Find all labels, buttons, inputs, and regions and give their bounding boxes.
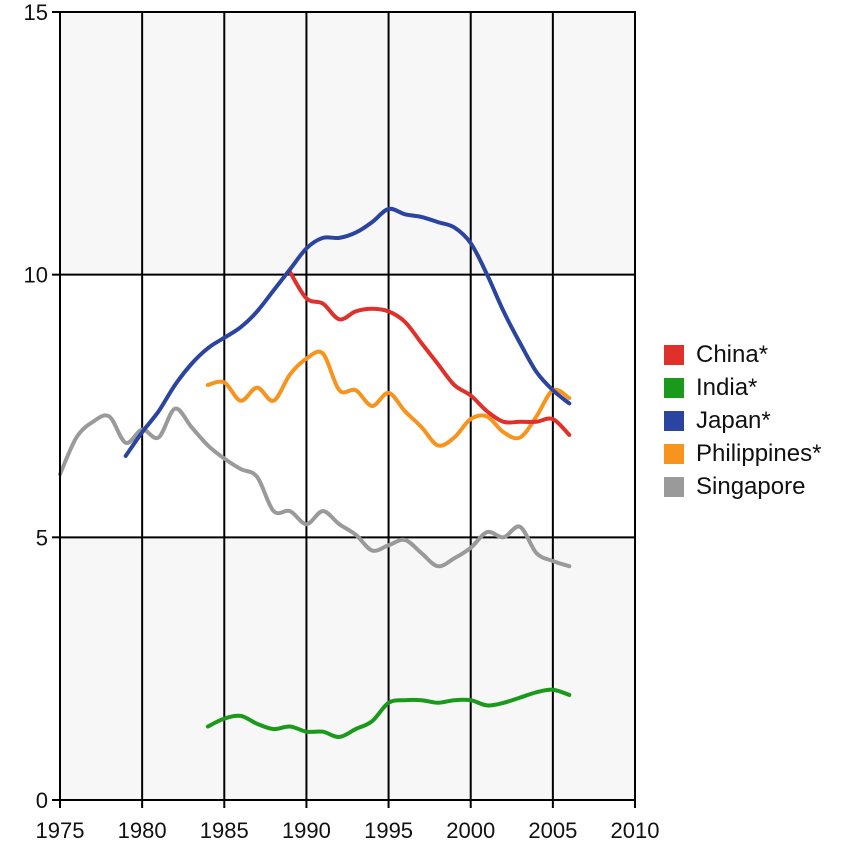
legend-swatch-japan [664,410,684,431]
legend-swatch-philippines [664,443,684,464]
y-tick-label-15: 15 [24,0,48,25]
series-line-china [288,270,572,437]
y-tick-label-10: 10 [24,263,48,288]
x-tick-label-1980: 1980 [118,818,167,843]
series-line-japan [123,206,572,458]
band-0 [60,537,635,800]
legend-item-india: India* [664,371,821,404]
legend-item-japan: Japan* [664,404,821,437]
x-tick-label-1975: 1975 [36,818,85,843]
x-tick-label-2000: 2000 [446,818,495,843]
legend-label-japan: Japan* [696,406,771,434]
band-2 [60,12,635,275]
legend-item-philippines: Philippines* [664,437,821,470]
series-line-philippines [205,349,572,448]
y-tick-label-0: 0 [36,788,48,813]
legend-swatch-india [664,377,684,398]
legend-swatch-singapore [664,476,684,497]
legend-label-china: China* [696,340,769,368]
x-tick-label-2010: 2010 [611,818,660,843]
y-tick-label-5: 5 [36,525,48,550]
x-tick-label-1990: 1990 [282,818,331,843]
plot-frame [59,11,636,801]
x-tick-label-1995: 1995 [364,818,413,843]
legend-label-philippines: Philippines* [696,439,822,467]
legend-label-singapore: Singapore [696,472,806,500]
legend-item-china: China* [664,338,821,371]
legend-label-india: India* [696,373,758,401]
legend-swatch-china [664,344,684,365]
x-tick-label-1985: 1985 [200,818,249,843]
background-bands [60,12,635,800]
x-axis-ticks: 1975 1980 1985 1990 1995 2000 2005 2010 [36,800,660,843]
series-line-india [205,687,572,739]
series-lines [58,206,572,739]
legend: China* India* Japan* Philippines* Singap… [664,338,821,503]
x-tick-label-2005: 2005 [528,818,577,843]
legend-item-singapore: Singapore [664,470,821,503]
y-axis-ticks: 0 5 10 15 [24,0,60,813]
